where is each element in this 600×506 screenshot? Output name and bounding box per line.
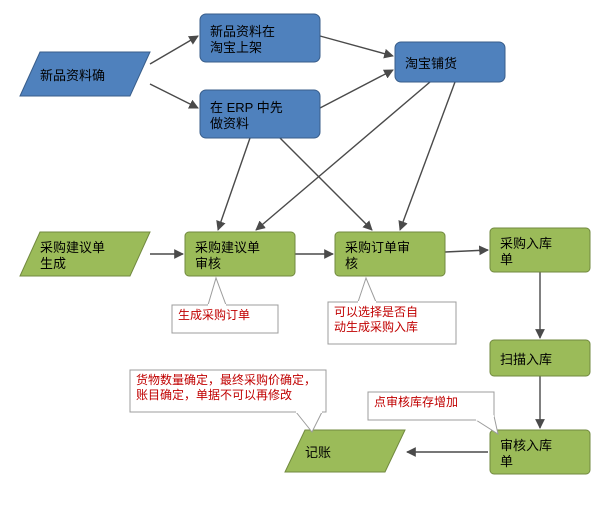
n_sugg_gen-label-0: 采购建议单 [40, 240, 105, 255]
n_audit_in-label-1: 单 [500, 454, 513, 469]
c1: 生成采购订单 [172, 278, 278, 333]
edge [218, 138, 250, 230]
n_audit_in-label-0: 审核入库 [500, 438, 552, 453]
n_order_audit: 采购订单审核 [335, 232, 445, 276]
n_sugg_gen-label-1: 生成 [40, 256, 66, 271]
edge [320, 36, 393, 56]
n_audit_in: 审核入库单 [490, 430, 590, 474]
edge [150, 36, 198, 64]
c2-text-1: 动生成采购入库 [334, 319, 418, 334]
c2-text-0: 可以选择是否自 [334, 305, 418, 319]
n_order_audit-label-0: 采购订单审 [345, 240, 410, 255]
edge [280, 138, 372, 230]
n_sugg_audit-label-0: 采购建议单 [195, 240, 260, 255]
c3-text-0: 货物数量确定，最终采购价确定， [136, 372, 316, 387]
n_erp-label-0: 在 ERP 中先 [210, 100, 283, 115]
n_order_audit-label-1: 核 [345, 256, 358, 271]
n_taobao_pu: 淘宝铺货 [395, 42, 505, 82]
c4: 点审核库存增加 [368, 392, 498, 434]
n_newprod_confirm-label-0: 新品资料确 [40, 68, 105, 83]
n_newprod_confirm: 新品资料确 [20, 52, 150, 96]
n_book: 记账 [285, 430, 405, 472]
n_scan_in-label-0: 扫描入库 [500, 352, 552, 367]
n_in_order: 采购入库单 [490, 228, 590, 272]
c1-text-0: 生成采购订单 [178, 307, 250, 322]
n_in_order-label-1: 单 [500, 252, 513, 267]
edge [320, 70, 393, 108]
n_scan_in: 扫描入库 [490, 340, 590, 376]
edge [400, 82, 455, 230]
n_erp-label-1: 做资料 [210, 116, 249, 131]
n_taobao_up: 新品资料在淘宝上架 [200, 14, 320, 62]
c3-text-1: 账目确定，单据不可以再修改 [136, 387, 292, 402]
c2: 可以选择是否自动生成采购入库 [328, 278, 456, 344]
n_taobao_up-label-0: 新品资料在 [210, 24, 275, 39]
c4-text-0: 点审核库存增加 [374, 394, 458, 409]
n_taobao_pu-label-0: 淘宝铺货 [405, 56, 457, 71]
edge [445, 250, 488, 252]
n_book-label-0: 记账 [305, 445, 331, 460]
n_in_order-label-0: 采购入库 [500, 236, 552, 251]
c3: 货物数量确定，最终采购价确定，账目确定，单据不可以再修改 [130, 370, 326, 432]
n_sugg_audit: 采购建议单审核 [185, 232, 295, 276]
n_sugg_gen: 采购建议单生成 [20, 232, 150, 276]
n_sugg_audit-label-1: 审核 [195, 256, 221, 271]
n_erp: 在 ERP 中先做资料 [200, 90, 320, 138]
edge [150, 84, 198, 108]
n_taobao_up-label-1: 淘宝上架 [210, 40, 262, 55]
